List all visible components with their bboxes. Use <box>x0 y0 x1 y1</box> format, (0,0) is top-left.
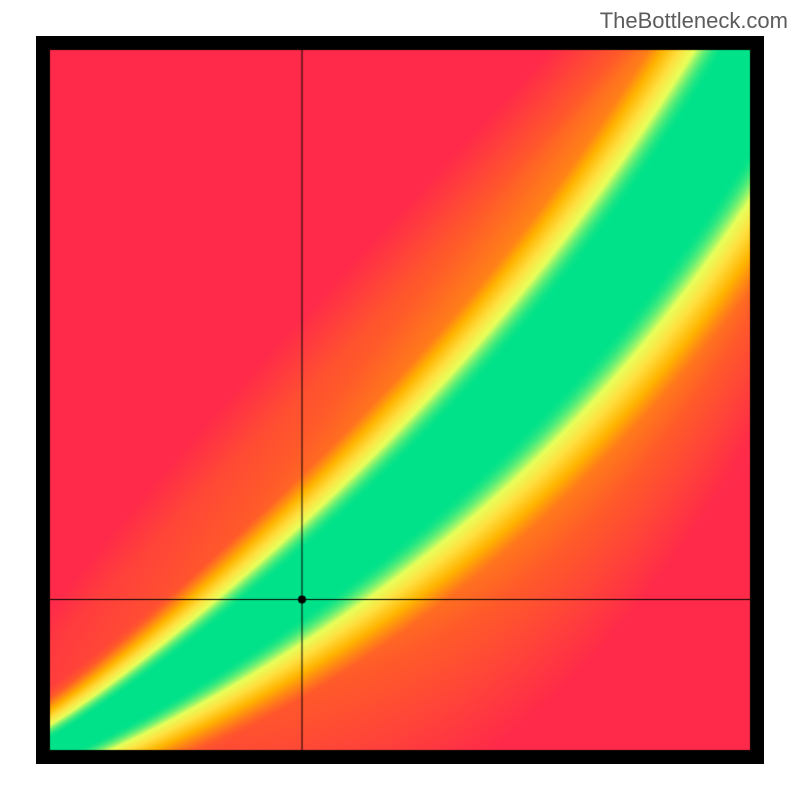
watermark-text: TheBottleneck.com <box>600 8 788 34</box>
heatmap-canvas <box>36 36 764 764</box>
chart-plot-area <box>36 36 764 764</box>
chart-container: TheBottleneck.com <box>0 0 800 800</box>
